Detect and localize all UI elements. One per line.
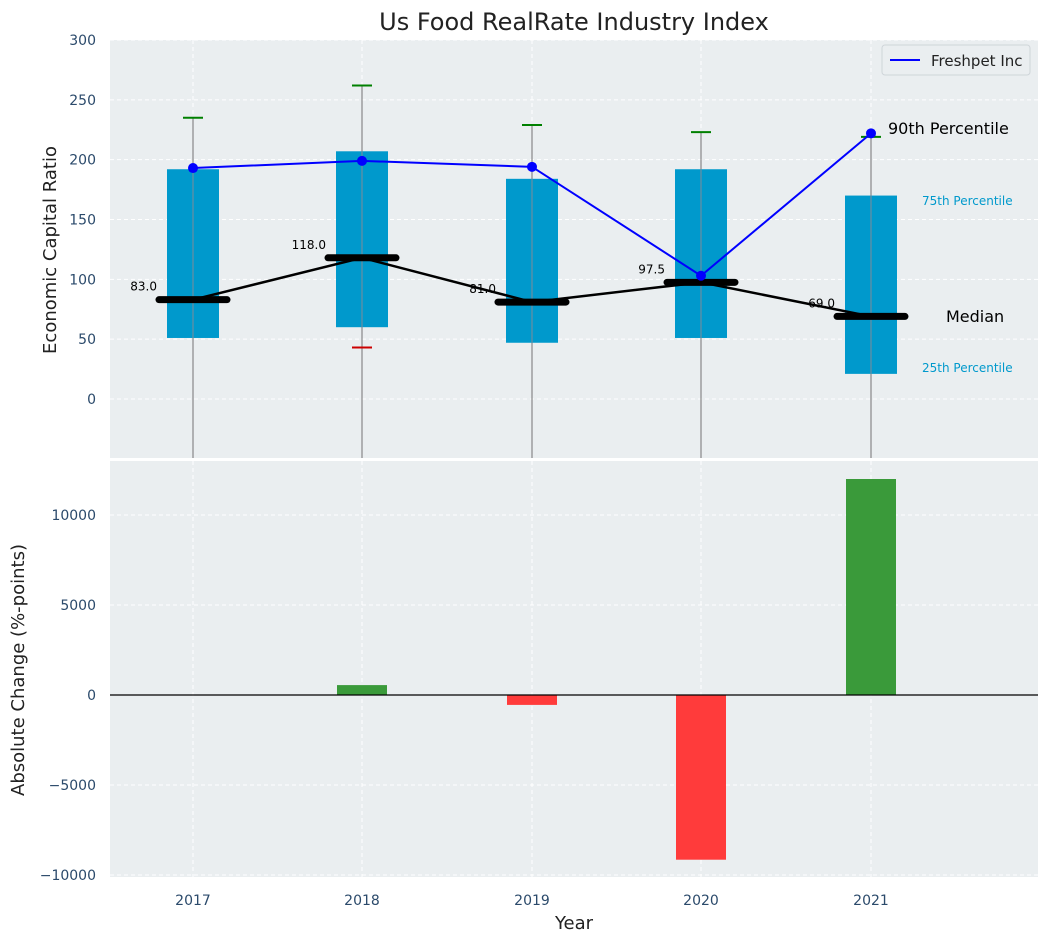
x-tick-label-2017: 2017 <box>175 893 211 909</box>
change-bar-2018 <box>337 685 387 695</box>
legend-label-freshpet: Freshpet Inc <box>931 52 1023 70</box>
bottom-panel-background <box>110 461 1038 877</box>
median-label-2019: 81.0 <box>469 282 496 296</box>
top-y-axis-label: Economic Capital Ratio <box>40 146 61 354</box>
freshpet-point-2017 <box>188 163 198 174</box>
bottom-y-ticks: −10000 −5000 0 5000 10000 <box>40 508 96 884</box>
annotation-90th-percentile: 90th Percentile <box>888 119 1009 138</box>
top-y-tick-label: 150 <box>69 213 96 229</box>
bottom-y-tick-label: 5000 <box>60 598 96 614</box>
top-y-tick-label: 100 <box>69 272 96 288</box>
x-tick-label-2018: 2018 <box>344 893 380 909</box>
top-y-tick-label: 200 <box>69 153 96 169</box>
x-tick-label-2020: 2020 <box>683 893 719 909</box>
change-bar-2021 <box>846 479 896 695</box>
freshpet-point-2020 <box>696 270 706 281</box>
chart-title: Us Food RealRate Industry Index <box>379 8 769 36</box>
median-label-2020: 97.5 <box>638 262 665 276</box>
top-y-tick-label: 50 <box>78 332 96 348</box>
freshpet-point-2019 <box>527 161 537 172</box>
x-axis-label: Year <box>554 913 594 934</box>
median-label-2021: 69.0 <box>808 296 835 310</box>
top-y-tick-label: 300 <box>69 33 96 49</box>
x-ticks: 2017 2018 2019 2020 2021 <box>175 893 889 909</box>
x-tick-label-2021: 2021 <box>853 893 889 909</box>
annotation-25th-percentile: 25th Percentile <box>922 361 1013 375</box>
top-panel-background <box>110 40 1038 458</box>
bottom-y-tick-label: −10000 <box>40 868 96 884</box>
median-label-2017: 83.0 <box>130 280 157 294</box>
annotation-75th-percentile: 75th Percentile <box>922 194 1013 208</box>
top-y-ticks: 0 50 100 150 200 250 300 <box>69 33 96 408</box>
x-tick-label-2019: 2019 <box>514 893 550 909</box>
bottom-y-tick-label: 10000 <box>51 508 96 524</box>
bottom-marks <box>110 479 1038 860</box>
top-y-tick-label: 0 <box>87 392 96 408</box>
bottom-y-tick-label: −5000 <box>49 778 96 794</box>
change-bar-2020 <box>676 695 726 860</box>
freshpet-point-2021 <box>866 128 876 139</box>
freshpet-point-2018 <box>357 155 367 166</box>
median-label-2018: 118.0 <box>292 238 326 252</box>
legend: Freshpet Inc <box>881 44 1031 76</box>
top-y-tick-label: 250 <box>69 93 96 109</box>
change-bar-2019 <box>507 695 557 705</box>
bottom-y-axis-label: Absolute Change (%-points) <box>8 544 29 796</box>
top-grid <box>110 39 1038 458</box>
annotation-median: Median <box>946 307 1004 326</box>
top-marks: 83.0 118.0 81.0 97.5 69.0 <box>130 84 909 458</box>
bottom-y-tick-label: 0 <box>87 688 96 704</box>
